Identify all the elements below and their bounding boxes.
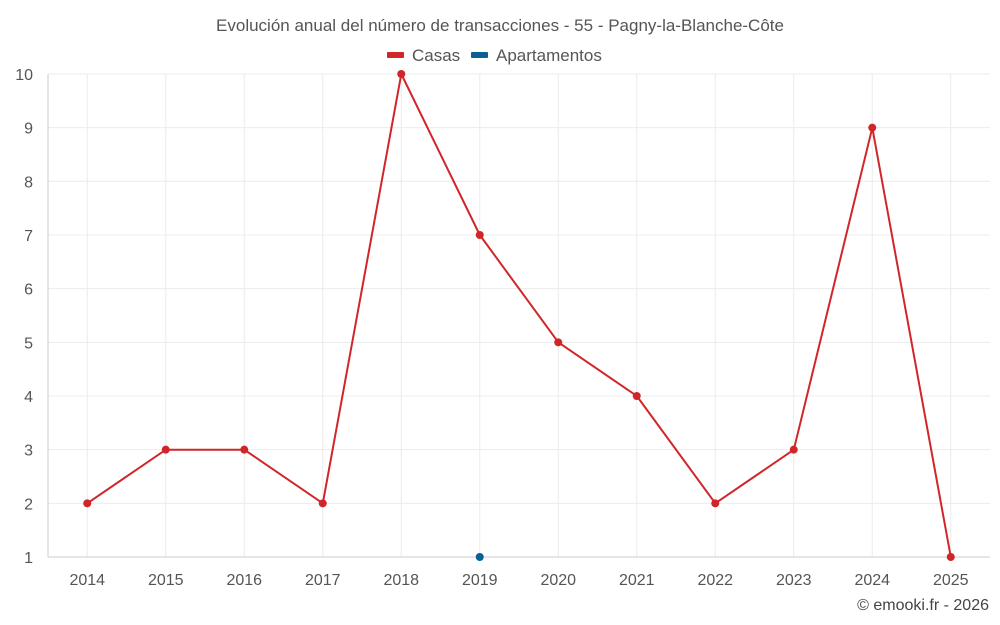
x-tick-label-2025: 2025 <box>933 572 969 589</box>
legend-swatch-apartamentos <box>471 52 488 58</box>
x-axis: 2014 2015 2016 2017 2018 2019 2020 2021 2022 2023… <box>48 556 990 589</box>
y-tick-label-5: 5 <box>24 335 33 352</box>
data-point-casas-2014[interactable] <box>83 499 92 508</box>
data-point-casas-2022[interactable] <box>711 499 720 508</box>
data-point-casas-2018[interactable] <box>397 70 406 78</box>
x-tick-label-2016: 2016 <box>226 572 262 589</box>
credit-text: © emooki.fr - 2026 <box>857 597 989 614</box>
data-point-casas-2021[interactable] <box>632 392 641 400</box>
y-tick-label-3: 3 <box>24 443 33 460</box>
x-tick-label-2024: 2024 <box>854 572 890 589</box>
data-point-casas-2023[interactable] <box>789 445 798 454</box>
legend-label-apartamentos: Apartamentos <box>496 46 602 65</box>
x-tick-label-2018: 2018 <box>383 572 419 589</box>
grid <box>48 73 990 558</box>
x-tick-label-2020: 2020 <box>540 572 576 589</box>
x-tick-label-2015: 2015 <box>148 572 184 589</box>
data-point-casas-2017[interactable] <box>318 499 327 508</box>
data-point-casas-2019[interactable] <box>475 231 484 239</box>
y-tick-label-7: 7 <box>24 228 33 245</box>
y-tick-label-6: 6 <box>24 282 33 299</box>
legend-swatch-casas <box>387 52 404 58</box>
series-line-casas <box>86 73 952 558</box>
y-axis: 1 2 3 4 5 6 7 8 9 10 <box>15 67 49 567</box>
x-tick-label-2021: 2021 <box>619 572 655 589</box>
x-tick-label-2022: 2022 <box>697 572 733 589</box>
data-point-casas-2015[interactable] <box>161 445 170 454</box>
x-tick-label-2023: 2023 <box>776 572 812 589</box>
data-point-casas-2025[interactable] <box>946 553 955 561</box>
y-tick-label-2: 2 <box>24 496 33 513</box>
y-tick-label-1: 1 <box>24 550 33 567</box>
data-point-casas-2020[interactable] <box>554 338 563 347</box>
data-point-casas-2016[interactable] <box>240 445 249 454</box>
legend-item-casas[interactable]: Casas <box>387 46 460 65</box>
chart-title: Evolución anual del número de transaccio… <box>216 16 784 35</box>
y-tick-label-8: 8 <box>24 174 33 191</box>
data-point-casas-2024[interactable] <box>868 123 877 132</box>
legend-label-casas: Casas <box>412 46 460 65</box>
x-tick-label-2019: 2019 <box>462 572 498 589</box>
y-tick-label-10: 10 <box>15 67 33 84</box>
data-point-apartamentos-2019[interactable] <box>475 553 484 561</box>
x-tick-label-2014: 2014 <box>69 572 105 589</box>
legend-item-apartamentos[interactable]: Apartamentos <box>471 46 602 65</box>
y-tick-label-4: 4 <box>24 389 33 406</box>
x-tick-label-2017: 2017 <box>305 572 341 589</box>
y-tick-label-9: 9 <box>24 121 33 138</box>
series-layer <box>83 70 955 561</box>
legend: Casas Apartamentos <box>387 46 602 65</box>
